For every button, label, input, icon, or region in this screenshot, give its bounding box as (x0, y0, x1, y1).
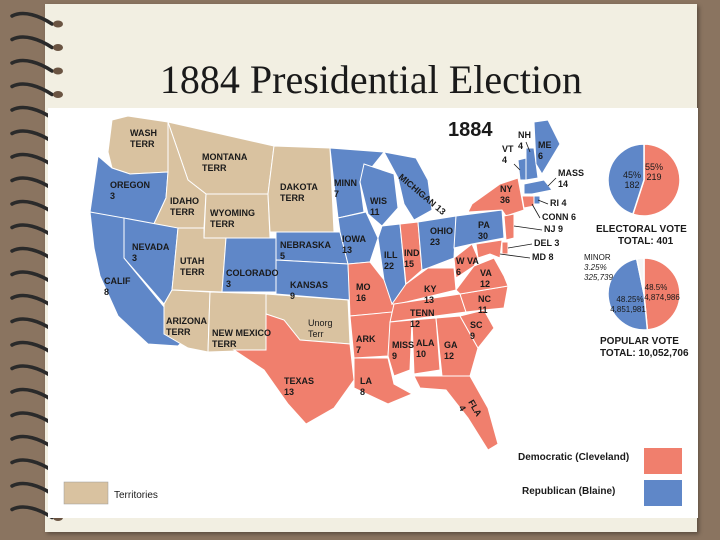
label-pennsylvania: PA 30 (478, 220, 490, 241)
pv-rep-count: 4,851,981 (610, 305, 646, 314)
state-south-carolina (459, 309, 495, 349)
state-rhode-island (533, 195, 541, 205)
label-kentucky: KY 13 (424, 284, 437, 305)
state-mississippi (387, 319, 413, 377)
map-year: 1884 (448, 119, 493, 141)
label-arizona: ARIZONA TERR (166, 316, 207, 337)
label-mississippi: MISS 9 (392, 340, 414, 361)
label-connecticut: CONN 6 (542, 212, 576, 222)
ev-total: TOTAL: 401 (618, 236, 674, 247)
label-texas: TEXAS 13 (284, 376, 314, 397)
state-pennsylvania (453, 209, 505, 249)
election-map-panel: WASH TERR OREGON 3 MONTANA TERR IDAHO TERR W… (48, 108, 698, 518)
ev-title: ELECTORAL VOTE (596, 224, 687, 235)
pv-title: POPULAR VOTE (600, 336, 679, 347)
label-tennessee: TENN 12 (410, 308, 435, 329)
state-florida (413, 375, 499, 451)
label-alabama: ALA 10 (416, 338, 435, 359)
label-wisconsin: WIS 11 (370, 196, 387, 217)
state-west-virginia (453, 243, 479, 279)
binding-ring (10, 58, 63, 75)
label-missouri: MO 16 (356, 282, 371, 303)
state-michigan (383, 151, 433, 221)
label-illinois: ILL 22 (384, 250, 398, 271)
popular-vote-pie (607, 257, 681, 331)
label-louisiana: LA 8 (360, 376, 372, 397)
label-new-jersey: NJ 9 (544, 224, 563, 234)
state-maryland (475, 239, 503, 259)
state-maine (533, 119, 561, 175)
electoral-vote-pie (607, 143, 681, 217)
label-virginia: VA 12 (480, 268, 492, 289)
pv-minor-label: MINOR (584, 253, 611, 262)
label-new-hampshire: NH 4 (518, 130, 531, 151)
binding-ring (10, 11, 63, 28)
label-dakota: DAKOTA TERR (280, 182, 318, 203)
state-alabama (411, 317, 441, 375)
label-california: CALIF 8 (104, 276, 131, 297)
ev-slice-republican (607, 143, 645, 216)
legend-democratic-label: Democratic (Cleveland) (518, 452, 629, 463)
label-utah: UTAH TERR (180, 256, 205, 277)
binding-ring (10, 82, 63, 98)
label-iowa: IOWA 13 (342, 234, 366, 255)
legend-democratic-swatch (644, 448, 682, 474)
label-rhode-island: RI 4 (550, 198, 567, 208)
state-connecticut (521, 195, 535, 209)
slide-title: 1884 Presidential Election (159, 57, 583, 102)
ev-dem-pct: 55% (645, 162, 663, 172)
state-massachusetts (523, 179, 553, 195)
label-delaware: DEL 3 (534, 238, 559, 248)
label-kansas: KANSAS 9 (290, 280, 328, 301)
state-texas (232, 313, 355, 425)
state-ohio (417, 215, 457, 271)
label-west-virginia: W VA 6 (456, 256, 479, 277)
legend-republican-label: Republican (Blaine) (522, 486, 615, 497)
label-new-mexico: NEW MEXICO TERR (212, 328, 271, 349)
label-minnesota: MINN 7 (334, 178, 357, 199)
label-montana: MONTANA TERR (202, 152, 248, 173)
label-south-carolina: SC 9 (470, 320, 483, 341)
legend-territories-label: Territories (114, 490, 158, 501)
pv-minor-pct: 3.25% (584, 263, 607, 272)
binding-ring (10, 35, 63, 51)
label-maine: ME 6 (538, 140, 552, 161)
pv-dem-count: 4,874,986 (644, 293, 680, 302)
label-arkansas: ARK 7 (356, 334, 376, 355)
pv-rep-pct: 48.25% (616, 295, 643, 304)
pv-slice-minor (635, 257, 645, 295)
pv-dem-pct: 48.5% (645, 283, 668, 292)
label-washington: WASH TERR (130, 128, 157, 149)
pv-slice-republican (607, 257, 649, 331)
label-massachusetts: MASS 14 (558, 168, 584, 189)
state-delaware (501, 241, 509, 255)
label-indiana: IND 15 (404, 248, 420, 269)
state-georgia (435, 315, 479, 377)
legend-republican-swatch (644, 480, 682, 506)
state-new-york (467, 177, 525, 217)
label-idaho: IDAHO TERR (170, 196, 199, 217)
label-nebraska: NEBRASKA 5 (280, 240, 332, 261)
label-oregon: OREGON 3 (110, 180, 150, 201)
label-unorg-terr: Unorg Terr (308, 318, 333, 339)
ev-rep-count: 182 (624, 180, 639, 190)
pv-total: TOTAL: 10,052,706 (600, 348, 689, 359)
label-maryland: MD 8 (532, 252, 554, 262)
ev-rep-pct: 45% (623, 170, 641, 180)
pv-slice-democratic (643, 257, 681, 331)
label-wyoming: WYOMING TERR (210, 208, 255, 229)
label-colorado: COLORADO 3 (226, 268, 279, 289)
label-nevada: NEVADA 3 (132, 242, 170, 263)
state-new-jersey (503, 213, 515, 241)
ev-dem-count: 219 (646, 172, 661, 182)
label-north-carolina: NC 11 (478, 294, 491, 315)
label-ohio: OHIO 23 (430, 226, 453, 247)
label-vermont: VT 4 (502, 144, 514, 165)
legend-territories-swatch (63, 481, 109, 505)
pv-minor-count: 325,739 (584, 273, 613, 282)
label-new-york: NY 36 (500, 184, 513, 205)
state-new-hampshire (525, 147, 539, 181)
state-louisiana (353, 357, 414, 405)
label-georgia: GA 12 (444, 340, 458, 361)
